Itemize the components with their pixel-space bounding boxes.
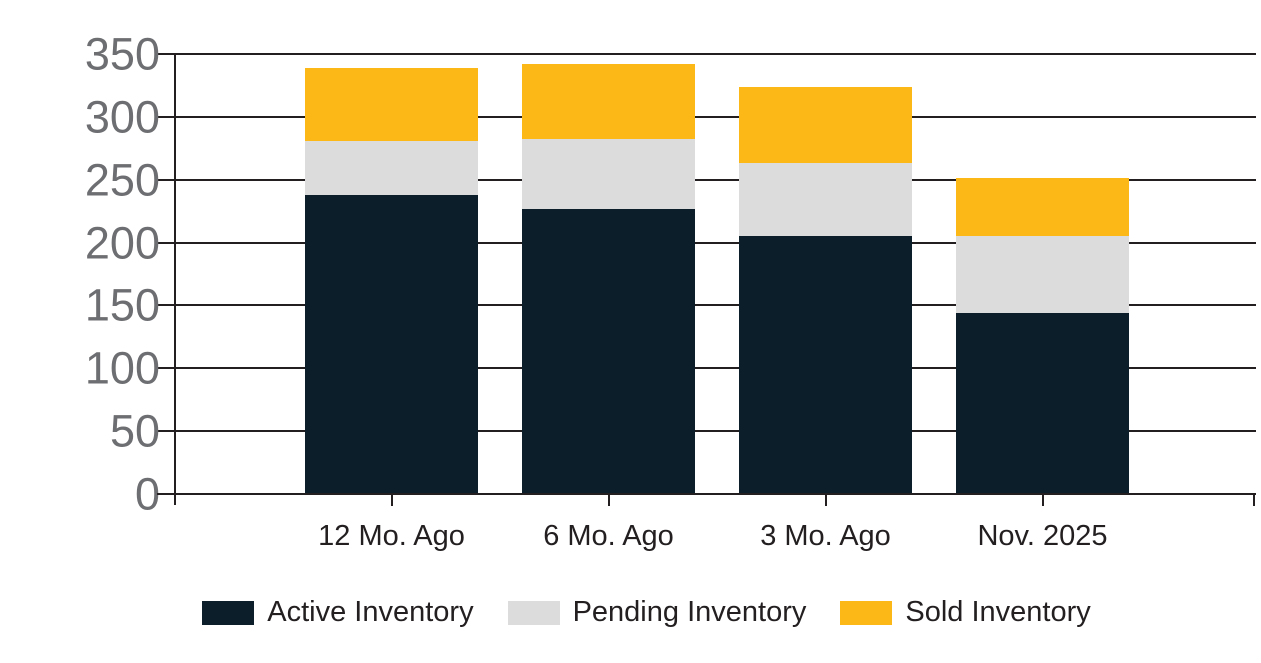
x-axis-tick-2: [824, 494, 827, 506]
chart-legend: Active Inventory Pending Inventory Sold In…: [0, 598, 1261, 627]
bar-3-mo-ago-active-inventory: [739, 236, 912, 494]
x-axis-tick-4: [1253, 494, 1255, 506]
bar-nov-2025-sold-inventory: [956, 178, 1129, 237]
bar-nov-2025-active-inventory: [956, 312, 1129, 494]
gridline-100: [157, 367, 1256, 370]
gridline-250: [157, 178, 1256, 181]
bar-3-mo-ago-pending-inventory: [739, 163, 912, 237]
y-tick-label-0: 0: [134, 468, 160, 520]
x-axis-baseline: [157, 493, 1256, 495]
legend-label: Active Inventory: [267, 596, 474, 628]
legend-label: Sold Inventory: [905, 596, 1091, 628]
x-label-12-mo-ago: 12 Mo. Ago: [318, 520, 465, 552]
y-tick-label-300: 300: [84, 91, 160, 143]
legend-item-pending-inventory: Pending Inventory: [507, 596, 807, 628]
legend-item-active-inventory: Active Inventory: [202, 596, 474, 628]
y-tick-label-250: 250: [84, 154, 160, 206]
legend-swatch-pending-inventory: [507, 600, 560, 625]
legend-swatch-active-inventory: [202, 600, 255, 625]
bar-12-mo-ago-active-inventory: [305, 194, 478, 494]
gridline-150: [157, 304, 1256, 307]
bar-12-mo-ago-pending-inventory: [305, 140, 478, 195]
gridline-300: [157, 115, 1256, 118]
bar-nov-2025-pending-inventory: [956, 236, 1129, 313]
y-axis-line: [174, 54, 176, 505]
bar-12-mo-ago-sold-inventory: [305, 67, 478, 141]
y-tick-label-150: 150: [84, 279, 160, 331]
y-tick-label-50: 50: [109, 405, 160, 457]
x-label-nov-2025: Nov. 2025: [977, 520, 1108, 552]
y-tick-label-100: 100: [84, 342, 160, 394]
gridline-200: [157, 241, 1256, 244]
gridline-350: [157, 53, 1256, 55]
x-label-6-mo-ago: 6 Mo. Ago: [543, 520, 674, 552]
bar-6-mo-ago-pending-inventory: [522, 139, 695, 209]
x-label-3-mo-ago: 3 Mo. Ago: [760, 520, 891, 552]
y-tick-label-200: 200: [84, 217, 160, 269]
bar-6-mo-ago-active-inventory: [522, 208, 695, 494]
gridline-50: [157, 430, 1256, 433]
x-axis-tick-1: [607, 494, 610, 506]
legend-swatch-sold-inventory: [840, 600, 893, 625]
bar-3-mo-ago-sold-inventory: [739, 86, 912, 164]
x-axis-tick-3: [1041, 494, 1044, 506]
x-axis-tick-0: [390, 494, 393, 506]
legend-item-sold-inventory: Sold Inventory: [840, 596, 1091, 628]
legend-label: Pending Inventory: [572, 596, 807, 628]
y-tick-label-350: 350: [84, 28, 160, 80]
bar-6-mo-ago-sold-inventory: [522, 64, 695, 140]
